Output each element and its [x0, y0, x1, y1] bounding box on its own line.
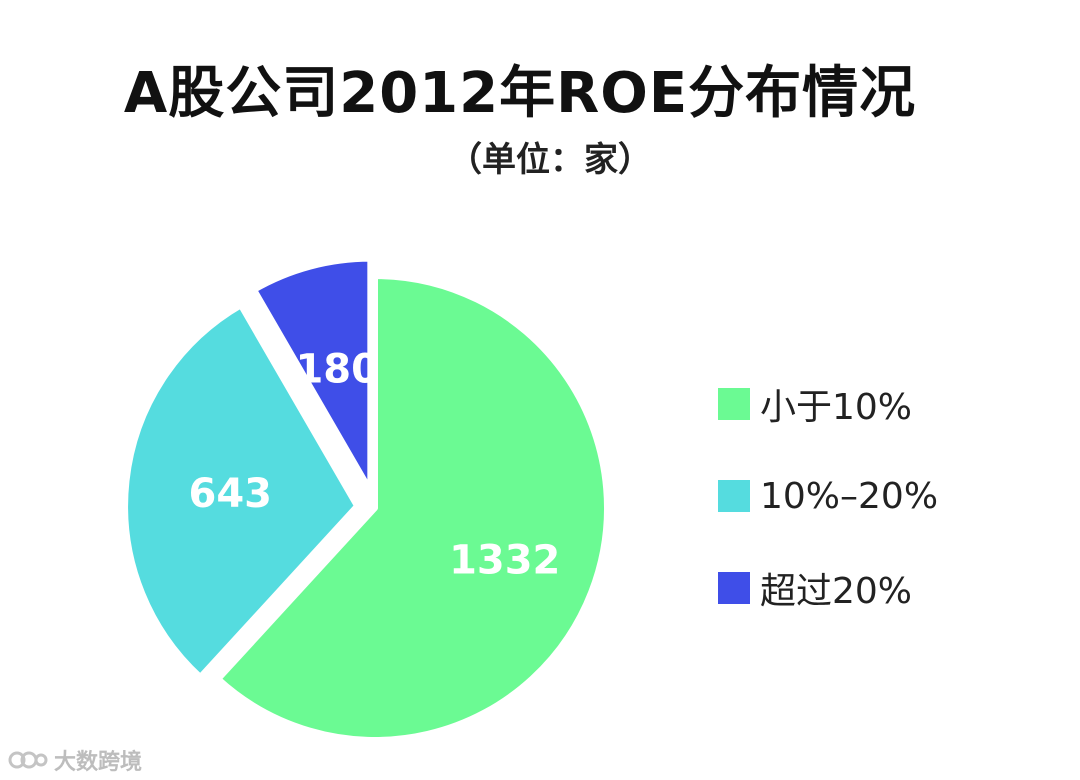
watermark: 大数跨境	[8, 744, 142, 776]
pie-slice-10-to-20	[122, 302, 361, 681]
data-label-10-to-20: 643	[189, 471, 273, 517]
chart-legend: 小于10% 10%–20% 超过20%	[718, 358, 938, 634]
legend-swatch-10-to-20	[718, 480, 750, 512]
chart-subtitle: （单位：家）	[448, 140, 652, 180]
data-label-over-20: 180	[295, 346, 379, 392]
legend-swatch-less-than-10	[718, 388, 750, 420]
legend-label-over-20: 超过20%	[760, 571, 913, 612]
pie-slice-less-than-10	[215, 273, 610, 743]
legend-label-10-to-20: 10%–20%	[760, 475, 939, 517]
legend-label-less-than-10: 小于10%	[760, 387, 913, 428]
legend-item-over-20: 超过20%	[718, 542, 938, 634]
watermark-logo-icon	[8, 751, 48, 769]
watermark-text: 大数跨境	[54, 750, 143, 775]
data-label-less-than-10: 1332	[449, 537, 560, 583]
legend-item-less-than-10: 小于10%	[718, 358, 938, 450]
pie-slice-over-20	[251, 255, 374, 494]
legend-item-10-to-20: 10%–20%	[718, 450, 938, 542]
chart-title: A股公司2012年ROE分布情况	[123, 61, 917, 126]
legend-swatch-over-20	[718, 572, 750, 604]
